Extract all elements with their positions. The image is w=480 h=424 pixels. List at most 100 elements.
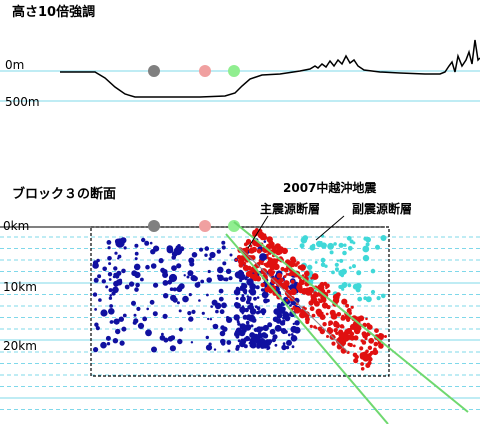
blue-hypocenter <box>191 309 196 314</box>
blue-hypocenter <box>208 257 212 261</box>
station-marker-green-top <box>228 65 240 77</box>
red-hypocenter <box>313 291 319 298</box>
cyan-hypocenter <box>376 296 381 301</box>
blue-hypocenter <box>107 246 111 250</box>
blue-hypocenter <box>207 317 210 321</box>
red-hypocenter <box>280 282 288 290</box>
blue-hypocenter <box>162 272 169 278</box>
blue-hypocenter <box>227 349 231 353</box>
blue-hypocenter <box>144 240 150 246</box>
cyan-hypocenter <box>363 236 368 241</box>
red-hypocenter <box>262 233 267 237</box>
red-hypocenter <box>347 342 352 347</box>
red-hypocenter <box>238 262 244 268</box>
red-hypocenter <box>353 335 359 341</box>
blue-hypocenter <box>226 340 232 345</box>
blue-hypocenter <box>116 270 122 276</box>
earthquake-title: 2007中越沖地震 <box>283 181 377 195</box>
blue-hypocenter <box>191 252 198 258</box>
station-marker-pink-top <box>199 65 211 77</box>
red-hypocenter <box>315 308 323 316</box>
cyan-hypocenter <box>341 287 345 291</box>
cyan-hypocenter <box>363 296 368 301</box>
blue-hypocenter <box>109 320 114 324</box>
blue-hypocenter <box>244 324 252 331</box>
blue-hypocenter <box>274 343 278 347</box>
blue-hypocenter <box>222 261 227 266</box>
blue-hypocenter <box>248 296 252 300</box>
blue-hypocenter <box>136 306 141 311</box>
blue-hypocenter <box>236 320 240 324</box>
blue-hypocenter <box>121 326 127 332</box>
blue-hypocenter <box>253 296 257 301</box>
cyan-hypocenter <box>300 236 308 244</box>
blue-hypocenter <box>250 314 255 319</box>
blue-hypocenter <box>171 265 177 271</box>
red-hypocenter <box>255 276 262 282</box>
red-hypocenter <box>325 283 330 288</box>
blue-hypocenter <box>109 294 112 297</box>
blue-hypocenter <box>134 243 139 248</box>
blue-hypocenter <box>149 241 153 245</box>
blue-hypocenter <box>241 305 245 308</box>
blue-hypocenter <box>210 305 213 308</box>
blue-hypocenter <box>151 346 157 353</box>
blue-hypocenter-large <box>100 309 108 317</box>
blue-hypocenter <box>242 314 248 320</box>
red-hypocenter <box>353 327 359 332</box>
blue-hypocenter-large <box>259 253 267 261</box>
blue-hypocenter <box>229 253 233 257</box>
blue-hypocenter <box>153 282 159 288</box>
cyan-hypocenter <box>347 283 352 288</box>
cyan-hypocenter <box>327 242 334 250</box>
blue-hypocenter <box>150 263 157 269</box>
blue-hypocenter <box>243 337 248 342</box>
cyan-hypocenter <box>320 257 326 263</box>
red-hypocenter <box>322 322 327 327</box>
blue-hypocenter <box>237 273 245 280</box>
red-hypocenter <box>326 289 331 294</box>
blue-hypocenter <box>277 303 282 307</box>
red-hypocenter <box>321 297 327 303</box>
blue-hypocenter <box>256 296 260 299</box>
station-marker-gray-section <box>148 220 160 232</box>
blue-hypocenter <box>167 336 174 342</box>
blue-hypocenter <box>221 240 226 245</box>
depth-10km-label: 10km <box>3 280 37 294</box>
blue-hypocenter <box>228 276 233 281</box>
station-marker-pink-section <box>199 220 211 232</box>
blue-hypocenter <box>134 257 138 261</box>
blue-hypocenter <box>269 328 276 335</box>
red-hypocenter <box>335 331 338 335</box>
red-hypocenter <box>273 245 277 249</box>
red-hypocenter <box>365 349 369 354</box>
red-hypocenter <box>336 312 342 317</box>
red-hypocenter <box>374 328 379 333</box>
cyan-hypocenter <box>342 250 347 256</box>
blue-hypocenter <box>206 293 209 297</box>
red-hypocenter <box>343 349 346 353</box>
blue-hypocenter <box>115 328 121 335</box>
blue-hypocenter <box>264 293 268 297</box>
red-hypocenter <box>369 350 374 355</box>
blue-hypocenter <box>221 245 226 250</box>
depth-0km-label: 0km <box>3 219 30 233</box>
red-hypocenter <box>361 331 367 337</box>
red-hypocenter <box>304 316 310 322</box>
red-hypocenter <box>321 302 329 309</box>
red-hypocenter <box>364 337 368 341</box>
red-hypocenter <box>368 337 375 344</box>
blue-hypocenter <box>290 333 294 336</box>
red-hypocenter <box>309 302 314 306</box>
blue-hypocenter <box>282 322 286 326</box>
blue-hypocenter <box>112 338 119 344</box>
blue-hypocenter-large <box>246 278 254 286</box>
red-hypocenter <box>298 279 305 286</box>
red-hypocenter <box>296 261 300 265</box>
red-hypocenter <box>367 324 373 330</box>
blue-hypocenter <box>281 344 287 351</box>
blue-hypocenter <box>118 316 125 322</box>
blue-hypocenter-large <box>173 246 183 256</box>
blue-hypocenter <box>133 318 139 324</box>
red-hypocenter <box>252 229 259 237</box>
